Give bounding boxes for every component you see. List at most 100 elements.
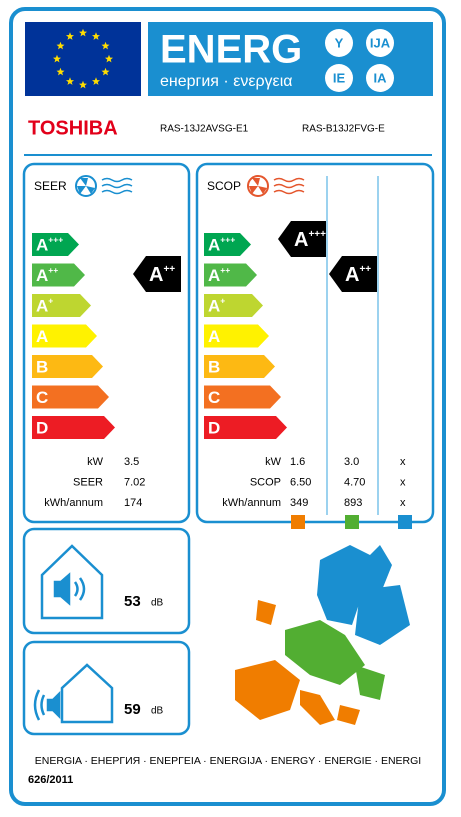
row-value: 6.50 bbox=[290, 476, 311, 488]
cooling-label: SEER bbox=[34, 179, 67, 193]
row-value: 174 bbox=[124, 497, 142, 509]
class-label: A++ bbox=[208, 265, 230, 285]
class-letter: A bbox=[36, 327, 48, 346]
class-label: A bbox=[208, 327, 220, 346]
row-value: 1.6 bbox=[290, 456, 305, 468]
indoor-noise-panel bbox=[22, 527, 191, 635]
climate-zone-swatch bbox=[291, 515, 305, 529]
eu-star bbox=[53, 54, 61, 63]
suffix-badge bbox=[325, 29, 353, 57]
climate-zone-swatch bbox=[398, 515, 412, 529]
eu-star bbox=[56, 41, 65, 50]
class-letter: C bbox=[36, 388, 48, 407]
climate-zone-swatch bbox=[345, 515, 359, 529]
class-superscript: +++ bbox=[220, 235, 235, 245]
label-border bbox=[9, 7, 446, 806]
outdoor-noise-panel bbox=[22, 640, 191, 736]
eu-star bbox=[66, 32, 74, 40]
class-superscript: ++ bbox=[163, 264, 175, 275]
class-label: A+++ bbox=[294, 229, 326, 252]
class-superscript: ++ bbox=[220, 265, 230, 275]
eu-star bbox=[92, 32, 100, 40]
class-arrow bbox=[32, 233, 79, 256]
row-unit: SEER bbox=[73, 476, 103, 488]
eu-star bbox=[101, 41, 110, 50]
class-label: A++ bbox=[149, 264, 175, 287]
row-value: x bbox=[400, 476, 406, 488]
model-indoor: RAS-13J2AVSG-E1 bbox=[160, 124, 249, 135]
eu-star bbox=[105, 54, 113, 63]
rating-arrow bbox=[133, 256, 181, 292]
class-arrow bbox=[204, 416, 287, 439]
class-label: D bbox=[208, 419, 220, 438]
class-label: A+++ bbox=[208, 235, 235, 255]
class-superscript: +++ bbox=[308, 229, 326, 240]
row-unit: SCOP bbox=[250, 476, 281, 488]
class-label: A bbox=[36, 327, 48, 346]
class-letter: A bbox=[208, 327, 220, 346]
row-value: 349 bbox=[290, 497, 308, 509]
class-superscript: + bbox=[220, 296, 225, 306]
class-superscript: + bbox=[48, 296, 53, 306]
class-superscript: ++ bbox=[359, 264, 371, 275]
suffix-label: IE bbox=[333, 70, 346, 85]
row-value: x bbox=[400, 497, 406, 509]
class-letter: B bbox=[36, 358, 48, 377]
row-value: 3.0 bbox=[344, 456, 359, 468]
class-label: A+++ bbox=[36, 235, 63, 255]
class-arrow bbox=[32, 416, 115, 439]
brand: TOSHIBA bbox=[28, 117, 118, 139]
class-label: B bbox=[208, 358, 220, 377]
class-arrow bbox=[204, 324, 269, 348]
cooling-panel bbox=[22, 162, 191, 524]
class-label: A++ bbox=[36, 265, 58, 285]
class-letter: A bbox=[36, 266, 48, 285]
row-value: 3.5 bbox=[124, 456, 139, 468]
class-label: D bbox=[36, 419, 48, 438]
class-letter: D bbox=[208, 419, 220, 438]
class-arrow bbox=[204, 263, 257, 287]
eu-star bbox=[101, 67, 110, 76]
noise-value: 59 bbox=[124, 701, 141, 718]
class-arrow bbox=[32, 294, 91, 317]
class-letter: B bbox=[208, 358, 220, 377]
heating-label: SCOP bbox=[207, 179, 241, 193]
class-letter: A bbox=[208, 266, 220, 285]
noise-unit: dB bbox=[151, 706, 164, 717]
regulation: 626/2011 bbox=[28, 774, 73, 786]
rating-arrow bbox=[278, 221, 326, 257]
suffix-badge bbox=[325, 64, 353, 92]
rating-arrow bbox=[329, 256, 377, 292]
class-label: A+ bbox=[208, 296, 225, 316]
suffix-label: IA bbox=[374, 70, 388, 85]
suffix-label: Y bbox=[335, 35, 344, 50]
row-unit: kW bbox=[265, 456, 282, 468]
class-arrow bbox=[32, 324, 97, 348]
class-superscript: +++ bbox=[48, 235, 63, 245]
eu-star bbox=[92, 77, 100, 85]
outdoor-unit-icon bbox=[33, 663, 114, 724]
indoor-unit-icon bbox=[40, 544, 104, 620]
suffix-label: IJA bbox=[370, 35, 391, 50]
footer-languages: ENERGIA · ЕНЕРГИЯ · ΕΝΕΡΓΕΙΑ · ENERGIJA … bbox=[35, 755, 421, 767]
class-arrow bbox=[32, 263, 85, 287]
class-arrow bbox=[32, 385, 109, 409]
europe-map bbox=[235, 545, 410, 725]
class-label: C bbox=[208, 388, 220, 407]
row-unit: kW bbox=[87, 456, 104, 468]
row-unit: kWh/annum bbox=[222, 497, 281, 509]
class-letter: A bbox=[345, 264, 359, 286]
class-label: A++ bbox=[345, 264, 371, 287]
row-unit: kWh/annum bbox=[44, 497, 103, 509]
row-value: 7.02 bbox=[124, 476, 145, 488]
class-letter: A bbox=[208, 236, 220, 255]
eu-star bbox=[79, 28, 87, 37]
class-letter: A bbox=[36, 297, 48, 316]
energy-subtitle: енергия · ενεργεια bbox=[160, 73, 293, 90]
class-arrow bbox=[32, 355, 103, 378]
class-arrow bbox=[204, 355, 275, 378]
suffix-badge bbox=[366, 64, 394, 92]
class-arrow bbox=[204, 294, 263, 317]
class-superscript: ++ bbox=[48, 265, 58, 275]
